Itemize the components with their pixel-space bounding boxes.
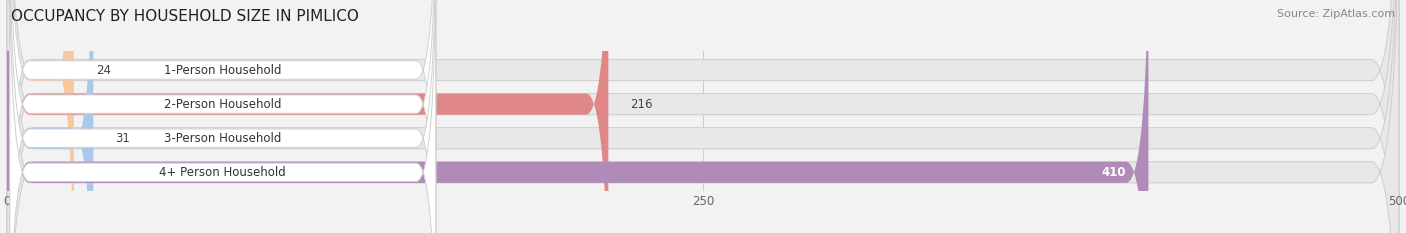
FancyBboxPatch shape (7, 0, 1399, 233)
FancyBboxPatch shape (7, 0, 75, 233)
FancyBboxPatch shape (7, 0, 1399, 233)
Text: 216: 216 (631, 98, 654, 111)
FancyBboxPatch shape (7, 0, 1399, 233)
FancyBboxPatch shape (10, 0, 436, 233)
FancyBboxPatch shape (10, 0, 436, 233)
Text: OCCUPANCY BY HOUSEHOLD SIZE IN PIMLICO: OCCUPANCY BY HOUSEHOLD SIZE IN PIMLICO (11, 9, 359, 24)
Text: Source: ZipAtlas.com: Source: ZipAtlas.com (1277, 9, 1395, 19)
Text: 4+ Person Household: 4+ Person Household (159, 166, 287, 179)
Text: 1-Person Household: 1-Person Household (165, 64, 281, 76)
Text: 31: 31 (115, 132, 131, 145)
FancyBboxPatch shape (7, 0, 1399, 233)
Text: 2-Person Household: 2-Person Household (165, 98, 281, 111)
FancyBboxPatch shape (10, 0, 436, 233)
Text: 3-Person Household: 3-Person Household (165, 132, 281, 145)
FancyBboxPatch shape (7, 0, 1149, 233)
Text: 24: 24 (96, 64, 111, 76)
FancyBboxPatch shape (10, 0, 436, 233)
FancyBboxPatch shape (7, 0, 93, 233)
FancyBboxPatch shape (7, 0, 609, 233)
Text: 410: 410 (1102, 166, 1126, 179)
